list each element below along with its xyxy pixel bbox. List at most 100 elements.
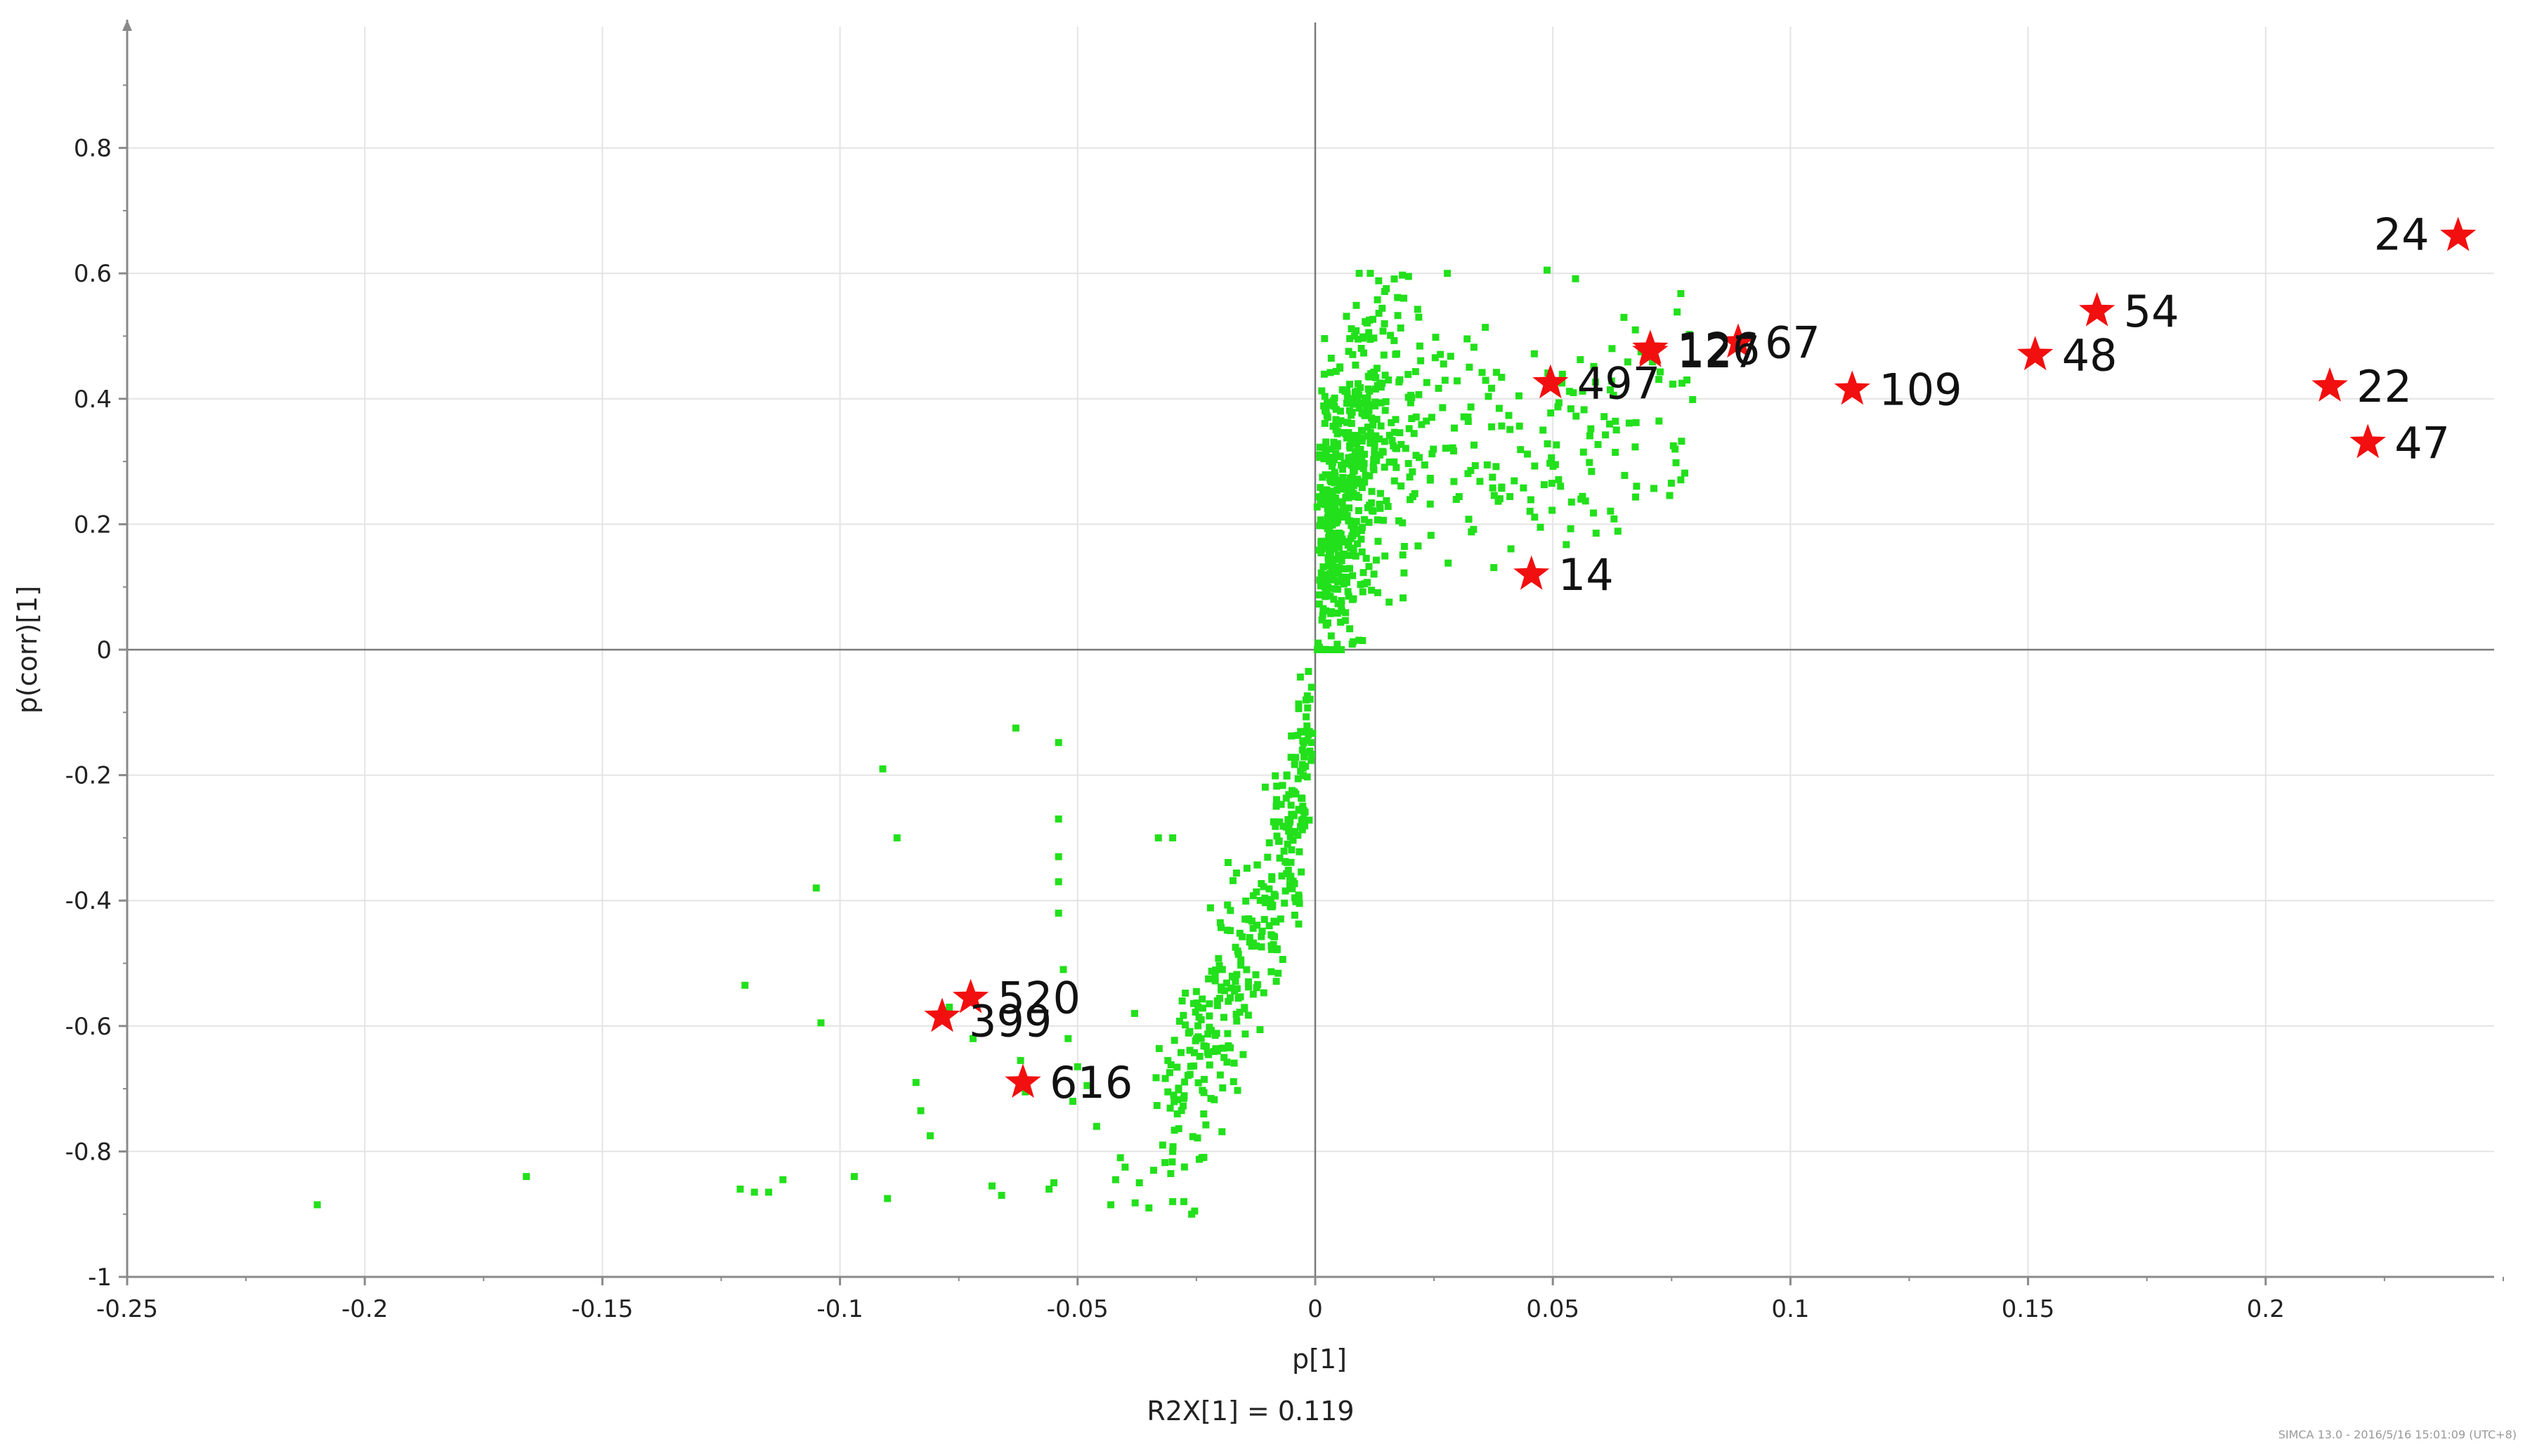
data-point xyxy=(1243,966,1251,973)
data-point xyxy=(1375,277,1383,284)
data-point xyxy=(1590,362,1598,370)
data-point xyxy=(1199,995,1206,1003)
data-point xyxy=(1531,462,1539,470)
data-point xyxy=(1498,422,1506,430)
data-point xyxy=(1377,422,1385,430)
data-point xyxy=(1341,388,1349,395)
data-point xyxy=(1180,1102,1187,1110)
data-point xyxy=(1307,683,1315,691)
data-point xyxy=(1507,545,1515,553)
data-point xyxy=(1268,873,1276,881)
data-point xyxy=(1338,646,1345,653)
data-point xyxy=(1258,880,1265,887)
data-point xyxy=(1351,388,1359,396)
data-point xyxy=(1380,516,1387,524)
data-point xyxy=(1364,432,1371,440)
data-point xyxy=(1557,483,1565,490)
data-point xyxy=(1404,273,1412,280)
data-point xyxy=(1323,577,1331,585)
data-point xyxy=(1415,313,1423,321)
data-point xyxy=(765,1188,773,1196)
data-point xyxy=(1193,999,1201,1007)
data-point xyxy=(750,1188,758,1196)
data-point xyxy=(1055,853,1062,860)
data-point xyxy=(1360,349,1367,357)
data-point xyxy=(1355,405,1363,412)
data-point xyxy=(1338,538,1345,546)
data-point xyxy=(1055,815,1062,823)
data-point xyxy=(1270,818,1277,826)
x-tick-label: 0.2 xyxy=(2247,1295,2285,1323)
data-point xyxy=(1289,877,1297,885)
x-tick-label: -0.05 xyxy=(1047,1295,1109,1323)
data-point xyxy=(1330,576,1338,584)
data-point xyxy=(1567,498,1575,506)
data-point xyxy=(1279,956,1286,963)
data-point xyxy=(1326,457,1333,465)
data-point xyxy=(1335,420,1343,428)
data-point xyxy=(1364,385,1372,393)
data-point xyxy=(1632,419,1640,426)
data-point xyxy=(1554,403,1562,411)
data-point xyxy=(1321,393,1329,400)
data-point xyxy=(1319,612,1326,619)
data-point xyxy=(1540,481,1548,489)
data-point xyxy=(1237,993,1244,1001)
data-point xyxy=(1454,377,1461,385)
data-point xyxy=(1288,811,1296,818)
data-point xyxy=(1488,384,1495,392)
data-point xyxy=(1379,327,1387,335)
data-point xyxy=(1395,517,1402,525)
data-point xyxy=(1346,335,1354,343)
data-point xyxy=(1305,731,1312,739)
highlight-star xyxy=(1834,370,1870,405)
data-point xyxy=(1233,1017,1241,1025)
data-point xyxy=(1292,754,1300,761)
data-point xyxy=(1463,335,1471,343)
data-point xyxy=(1330,596,1338,603)
data-point xyxy=(1319,605,1327,612)
data-point xyxy=(1276,818,1284,826)
data-point xyxy=(1579,387,1586,395)
data-point xyxy=(1489,473,1496,481)
data-point xyxy=(1346,444,1354,452)
data-point xyxy=(1506,426,1514,433)
data-point xyxy=(1407,399,1414,407)
data-point xyxy=(1161,1159,1169,1167)
data-point xyxy=(1417,357,1425,365)
data-point xyxy=(1633,483,1641,490)
data-point xyxy=(1369,401,1376,409)
data-point xyxy=(1291,761,1298,768)
data-point xyxy=(1322,407,1330,415)
x-axis-label: p[1] xyxy=(1292,1344,1347,1375)
data-point xyxy=(1355,494,1362,501)
data-point xyxy=(1368,487,1376,495)
data-point xyxy=(1059,966,1067,973)
data-point xyxy=(1359,400,1366,407)
data-point xyxy=(1333,641,1341,648)
data-point xyxy=(1361,450,1368,458)
data-point xyxy=(1468,528,1475,536)
data-point xyxy=(1322,438,1330,446)
data-point xyxy=(1297,728,1305,735)
data-point xyxy=(1346,434,1354,442)
data-point xyxy=(1249,924,1257,932)
data-point xyxy=(1567,405,1574,413)
data-point xyxy=(1610,515,1618,523)
data-point xyxy=(1352,431,1359,439)
data-point xyxy=(1228,972,1236,980)
data-point xyxy=(1357,456,1365,464)
data-point xyxy=(1369,507,1377,515)
data-point xyxy=(1338,608,1345,615)
data-point xyxy=(1524,450,1531,458)
data-point xyxy=(1348,461,1356,469)
data-point xyxy=(1363,405,1370,412)
data-point xyxy=(1376,490,1384,497)
y-axis-arrow xyxy=(122,20,132,31)
data-point xyxy=(1324,538,1331,546)
data-point xyxy=(1320,402,1328,409)
data-point xyxy=(1470,441,1478,449)
gridlines xyxy=(127,27,2494,1277)
data-point xyxy=(1345,517,1352,525)
